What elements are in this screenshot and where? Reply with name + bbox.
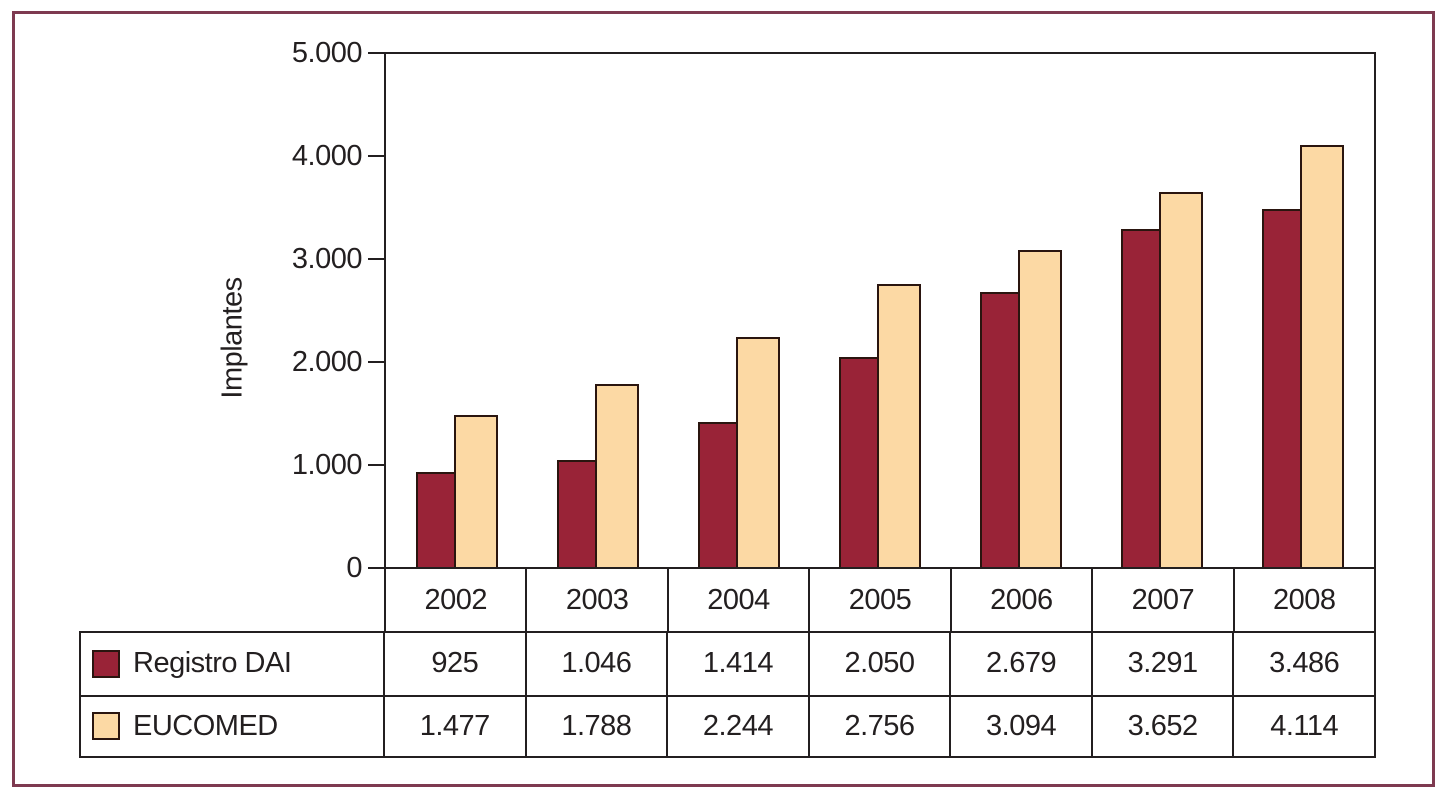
year-cell-2006: 2006 [949,569,1091,631]
value-cell-registro-dai-2008: 3.486 [1232,633,1374,695]
y-tick-label: 3.000 [291,242,363,275]
y-axis-title: Implantes [216,277,249,399]
y-tick-mark [368,258,384,260]
x-axis-category-row: 2002 2003 2004 2005 2006 2007 2008 [384,569,1376,631]
legend-label-cell-registro-dai: Registro DAI [81,633,383,695]
bar-eucomed-2008 [1300,145,1344,567]
value-cell-eucomed-2006: 3.094 [949,694,1091,756]
y-tick-label: 2.000 [291,345,363,378]
plot-area [384,52,1376,569]
value-cell-eucomed-2008: 4.114 [1232,694,1374,756]
value-cell-registro-dai-2002: 925 [383,633,525,695]
value-cell-registro-dai-2007: 3.291 [1090,633,1233,695]
value-cell-registro-dai-2006: 2.679 [949,633,1091,695]
y-tick-mark [368,361,384,363]
year-cell-2004: 2004 [666,569,808,631]
value-cell-eucomed-2003: 1.788 [524,694,667,756]
figure-border [12,11,1435,787]
year-cell-2007: 2007 [1091,569,1232,631]
value-cell-registro-dai-2005: 2.050 [807,633,950,695]
y-tick-mark [368,464,384,466]
bar-eucomed-2007 [1159,192,1203,567]
bar-registro-dai-2003 [557,460,597,567]
legend-data-table: Registro DAI 925 1.046 1.414 2.050 2.679 3.291… [79,631,1376,758]
bar-registro-dai-2002 [416,472,456,567]
bar-registro-dai-2005 [839,357,879,567]
bar-registro-dai-2006 [980,292,1020,567]
year-cell-2005: 2005 [808,569,949,631]
bar-registro-dai-2008 [1262,209,1302,567]
year-cell-2002: 2002 [384,569,525,631]
y-tick-mark [368,567,384,569]
value-cell-eucomed-2007: 3.652 [1090,694,1233,756]
bar-eucomed-2004 [736,337,780,567]
y-tick-mark [368,52,384,54]
legend-series-name: EUCOMED [133,709,278,742]
bar-eucomed-2006 [1018,250,1062,567]
year-cell-2008: 2008 [1232,569,1374,631]
value-cell-eucomed-2004: 2.244 [666,694,808,756]
bar-eucomed-2002 [454,415,498,567]
bar-eucomed-2003 [595,384,639,567]
value-cell-registro-dai-2003: 1.046 [524,633,667,695]
value-cell-eucomed-2005: 2.756 [807,694,950,756]
legend-swatch-registro-dai [92,649,120,678]
y-tick-label: 1.000 [291,448,363,481]
y-tick-label: 4.000 [291,139,363,172]
y-tick-label: 0 [346,551,362,584]
bar-eucomed-2005 [877,284,921,567]
legend-series-name: Registro DAI [133,647,292,680]
legend-swatch-eucomed [92,712,120,741]
legend-label-cell-eucomed: EUCOMED [81,694,383,757]
y-tick-mark [368,155,384,157]
y-tick-label: 5.000 [291,36,363,69]
bar-registro-dai-2007 [1121,229,1161,567]
value-cell-eucomed-2002: 1.477 [383,694,525,756]
bar-registro-dai-2004 [698,422,738,567]
value-cell-registro-dai-2004: 1.414 [666,633,808,695]
year-cell-2003: 2003 [525,569,666,631]
